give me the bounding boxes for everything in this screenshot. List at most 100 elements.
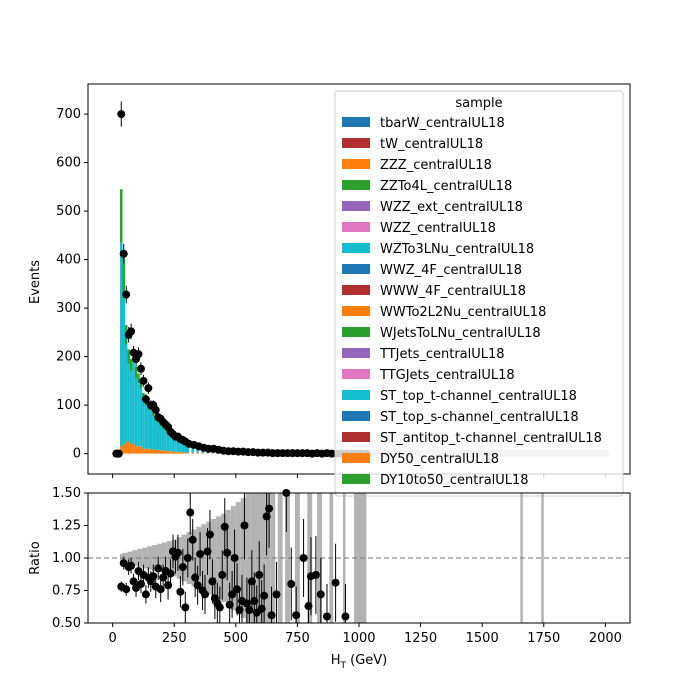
- mc-bar-orange-6: [134, 446, 138, 454]
- legend-label-8: WWW_4F_centralUL18: [380, 284, 526, 299]
- ratio-band-41: [541, 493, 544, 623]
- mc-bar-orange-4: [129, 443, 133, 454]
- ratio-point-62: [272, 590, 281, 599]
- ratio-point-73: [341, 612, 350, 621]
- data-point-11: [136, 364, 145, 373]
- mc-bar-green-3: [127, 349, 130, 364]
- ratio-point-27: [183, 554, 192, 562]
- mc-bar-cyan-1: [122, 298, 125, 444]
- legend-swatch-11: [342, 348, 370, 358]
- data-point-14: [144, 384, 153, 393]
- mc-bar-green-8: [139, 380, 143, 389]
- mc-bar-cyan-17: [161, 428, 165, 451]
- mc-bar-cyan-0: [120, 242, 123, 447]
- ratio-point-70: [316, 590, 325, 599]
- mc-bar-cyan-18: [164, 431, 167, 451]
- mc-bar-orange-14: [154, 449, 157, 454]
- ratio-xtick-label-1: 250: [162, 631, 187, 646]
- mc-bar-cyan-13: [152, 415, 155, 450]
- legend-swatch-7: [342, 264, 370, 274]
- mc-bar-cyan-4: [129, 371, 133, 444]
- ratio-band-16: [196, 526, 202, 590]
- ratio-point-61: [267, 611, 276, 620]
- data-point-7: [127, 327, 136, 336]
- ratio-point-72: [331, 578, 340, 587]
- mc-bar-orange-28: [191, 452, 194, 454]
- mc-bar-cyan-6: [134, 378, 138, 447]
- data-point-10: [134, 350, 143, 359]
- ratio-xtick-label-7: 1750: [527, 631, 560, 646]
- legend-swatch-2: [342, 159, 370, 169]
- ratio-band-19: [211, 519, 217, 597]
- mc-bar-orange-7: [137, 446, 140, 454]
- ratio-xtick-label-2: 500: [223, 631, 248, 646]
- mc-bar-orange-11: [147, 448, 150, 454]
- mc-bar-orange-3: [127, 441, 130, 454]
- legend-label-3: ZZTo4L_centralUL18: [380, 179, 512, 194]
- mc-bar-cyan-11: [147, 409, 150, 449]
- legend-swatch-15: [342, 432, 370, 442]
- x-axis-label-main: H: [331, 653, 341, 668]
- mc-bar-cyan-24: [179, 442, 182, 453]
- mc-bar-orange-31: [206, 453, 209, 454]
- mc-bar-cyan-22: [174, 439, 177, 452]
- ratio-point-23: [173, 548, 182, 557]
- mc-bar-cyan-23: [176, 441, 180, 453]
- mc-bar-orange-1: [122, 443, 125, 454]
- ratio-y-axis-label: Ratio: [28, 541, 43, 574]
- legend-swatch-9: [342, 306, 370, 316]
- ratio-point-69: [311, 570, 320, 579]
- ratio-point-64: [287, 580, 296, 588]
- data-point-4: [119, 249, 128, 258]
- ratio-point-40: [215, 603, 224, 612]
- ratio-point-36: [205, 530, 214, 539]
- ratio-xtick-label-8: 2000: [589, 631, 622, 646]
- ratio-ytick-label-1: 0.75: [52, 584, 81, 599]
- legend-label-0: tbarW_centralUL18: [380, 116, 505, 131]
- mc-bar-orange-30: [201, 453, 204, 454]
- ratio-plot-panel: 0.50 0.75 1.00 1.25 1.50 0 250 500 750 1000 1250 15…: [28, 486, 631, 671]
- data-point-13: [141, 395, 150, 404]
- mc-bar-green-13: [152, 411, 155, 416]
- legend-label-4: WZZ_ext_centralUL18: [380, 200, 523, 215]
- legend-label-14: ST_top_s-channel_centralUL18: [380, 410, 579, 425]
- mc-bar-cyan-21: [171, 438, 175, 452]
- legend-swatch-0: [342, 117, 370, 127]
- ratio-point-25: [178, 563, 187, 572]
- mc-bar-cyan-10: [144, 405, 148, 449]
- mc-bar-cyan-26: [184, 444, 187, 453]
- ratio-point-26: [181, 603, 190, 612]
- legend-label-6: WZTo3LNu_centralUL18: [380, 242, 534, 257]
- mc-bar-orange-17: [161, 450, 165, 454]
- ratio-point-60: [265, 504, 274, 513]
- mc-bar-orange-2: [124, 441, 128, 454]
- legend-title: sample: [455, 96, 502, 111]
- ratio-point-4: [127, 561, 136, 570]
- legend-label-5: WZZ_centralUL18: [380, 221, 496, 236]
- mc-bar-cyan-19: [166, 434, 170, 452]
- legend-swatch-10: [342, 327, 370, 337]
- x-axis-label-unit: (GeV): [346, 653, 387, 668]
- ratio-ytick-label-4: 1.50: [52, 486, 81, 501]
- legend-swatch-13: [342, 390, 370, 400]
- ratio-point-15: [154, 564, 163, 573]
- ratio-point-58: [260, 591, 269, 600]
- ratio-band-3: [132, 550, 138, 566]
- mc-bar-cyan-15: [156, 423, 160, 450]
- ratio-point-20: [166, 569, 175, 578]
- legend: sample tbarW_centralUL18 tW_centralUL18 ZZ…: [334, 90, 624, 497]
- main-ytick-label-3: 300: [56, 301, 81, 316]
- main-ytick-label-1: 100: [56, 398, 81, 413]
- data-point-5: [122, 290, 131, 299]
- mc-bar-cyan-7: [137, 383, 140, 447]
- legend-swatch-4: [342, 201, 370, 211]
- legend-label-9: WWTo2L2Nu_centralUL18: [380, 305, 546, 320]
- mc-bar-cyan-16: [159, 425, 162, 451]
- mc-bar-green-6: [134, 366, 138, 379]
- legend-label-15: ST_antitop_t-channel_centralUL18: [380, 431, 602, 446]
- ratio-point-41: [218, 570, 227, 579]
- ratio-band-35: [307, 493, 313, 623]
- mc-bar-cyan-28: [191, 446, 194, 453]
- ratio-point-31: [193, 581, 202, 590]
- ratio-point-65: [292, 611, 301, 620]
